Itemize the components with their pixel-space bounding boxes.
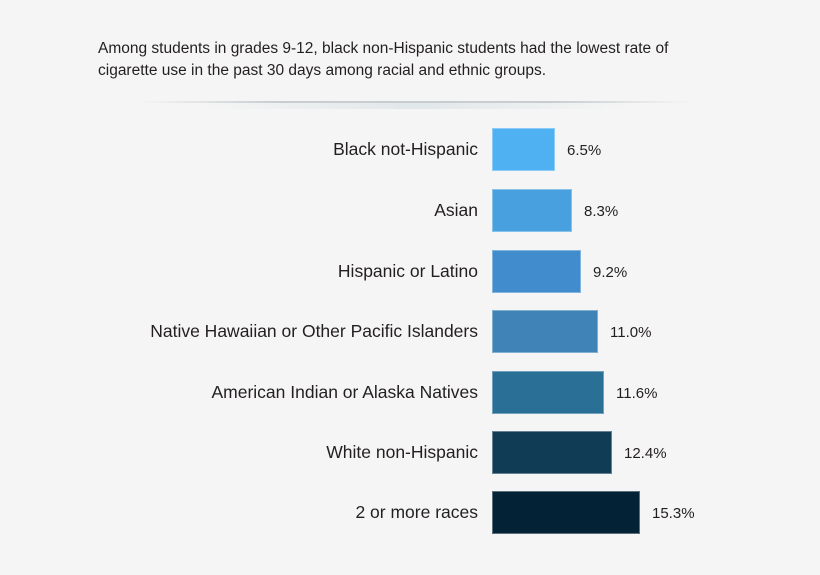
bar-row: Asian 8.3% [0, 189, 820, 232]
bar [492, 431, 612, 474]
bar-row: Black not-Hispanic 6.5% [0, 128, 820, 171]
bar-label: Black not-Hispanic [333, 139, 478, 159]
bar-value-label: 12.4% [624, 445, 667, 462]
bar-row: Hispanic or Latino 9.2% [0, 250, 820, 293]
bar-label: Hispanic or Latino [337, 261, 478, 281]
bar-value-label: 8.3% [584, 203, 619, 220]
bar-value-label: 11.6% [616, 385, 658, 402]
bar [492, 128, 555, 171]
bar-value-label: 6.5% [567, 142, 602, 159]
chart-title: Among students in grades 9-12, black non… [98, 38, 738, 82]
bar [492, 189, 572, 232]
bar-row: 2 or more races 15.3% [0, 491, 820, 534]
chart-title-line-1: Among students in grades 9-12, black non… [98, 40, 669, 57]
bar-label: Asian [434, 200, 478, 220]
chart-title-line-2: cigarette use in the past 30 days among … [98, 62, 547, 79]
bar-label: Native Hawaiian or Other Pacific Islande… [150, 321, 478, 341]
title-divider-shadow [200, 103, 630, 109]
bar [492, 310, 598, 353]
bar-value-label: 11.0% [610, 324, 652, 341]
bar-value-label: 15.3% [652, 505, 695, 522]
bar-row: White non-Hispanic 12.4% [0, 431, 820, 474]
bar [492, 371, 604, 414]
bar-value-label: 9.2% [593, 264, 628, 281]
bar-label: White non-Hispanic [326, 442, 478, 462]
bar [492, 491, 640, 534]
bar-row: Native Hawaiian or Other Pacific Islande… [0, 310, 820, 353]
bar-label: American Indian or Alaska Natives [211, 382, 478, 402]
bar-row: American Indian or Alaska Natives 11.6% [0, 371, 820, 414]
title-divider [140, 101, 690, 103]
bar-label: 2 or more races [355, 502, 478, 522]
bar [492, 250, 581, 293]
